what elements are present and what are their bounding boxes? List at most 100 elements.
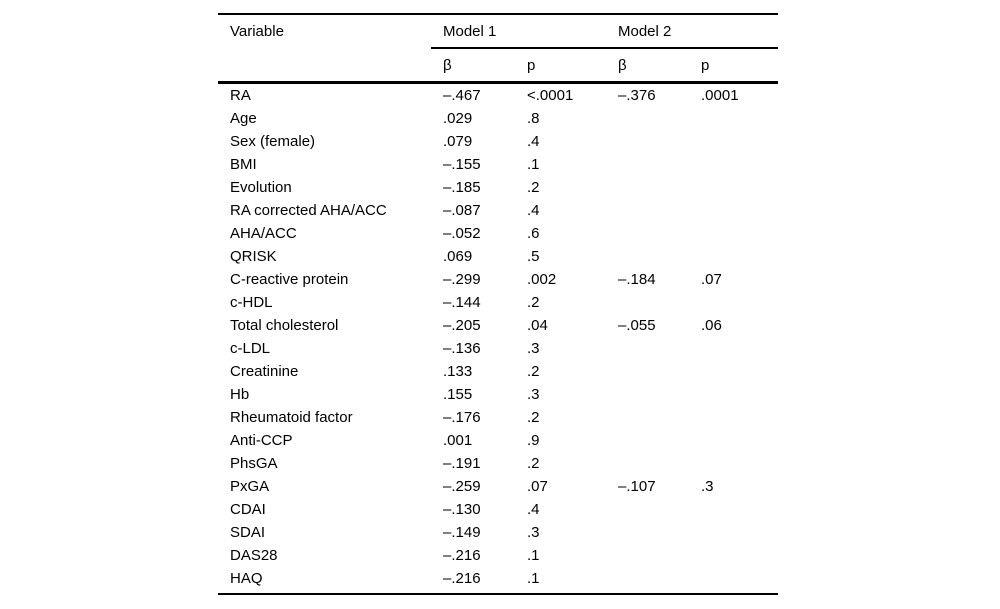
- cell-variable: C-reactive protein: [230, 271, 349, 288]
- cell-model2-beta: [606, 130, 689, 153]
- cell-model2-p: [689, 406, 778, 429]
- cell-model2-beta: [606, 567, 689, 590]
- cell-model2-beta: [606, 337, 689, 360]
- table-row: Rheumatoid factor –.176 .2: [218, 406, 778, 429]
- cell-model2-beta: –.376: [618, 87, 656, 104]
- cell-model2-beta: [606, 452, 689, 475]
- regression-table-container: Variable Model 1 Model 2 β p β p RA –.46…: [218, 13, 778, 595]
- table-row: RA –.467 <.0001 –.376 .0001: [218, 83, 778, 108]
- cell-model2-p: [689, 429, 778, 452]
- cell-model1-p: .3: [527, 524, 540, 541]
- cell-model2-beta: –.107: [618, 478, 656, 495]
- cell-model2-p: [689, 521, 778, 544]
- cell-variable: Age: [230, 110, 257, 127]
- cell-model2-p: [689, 222, 778, 245]
- cell-model2-beta: [606, 429, 689, 452]
- column-header-model1-p: p: [515, 48, 606, 84]
- table-row: DAS28 –.216 .1: [218, 544, 778, 567]
- cell-model2-beta: [606, 245, 689, 268]
- cell-model1-beta: .001: [443, 432, 473, 449]
- cell-model1-p: .2: [527, 294, 540, 311]
- cell-variable: Evolution: [230, 179, 292, 196]
- regression-table: Variable Model 1 Model 2 β p β p RA –.46…: [218, 15, 778, 590]
- cell-model1-beta: –.136: [443, 340, 481, 357]
- table-row: Sex (female) .079 .4: [218, 130, 778, 153]
- cell-model1-p: .002: [527, 271, 557, 288]
- cell-model1-beta: –.149: [443, 524, 481, 541]
- cell-model2-p: [689, 291, 778, 314]
- cell-model1-beta: –.216: [443, 547, 481, 564]
- table-body: RA –.467 <.0001 –.376 .0001 Age .029 .8 …: [218, 83, 778, 591]
- cell-variable: DAS28: [230, 547, 278, 564]
- cell-variable: PxGA: [230, 478, 270, 495]
- cell-model2-p: .3: [701, 478, 714, 495]
- cell-model1-beta: –.467: [443, 87, 481, 104]
- cell-model1-p: .2: [527, 179, 540, 196]
- cell-model1-p: .04: [527, 317, 548, 334]
- cell-model1-p: .4: [527, 202, 540, 219]
- cell-model1-p: .2: [527, 455, 540, 472]
- cell-variable: QRISK: [230, 248, 277, 265]
- table-row: QRISK .069 .5: [218, 245, 778, 268]
- column-header-blank: [218, 48, 431, 84]
- cell-model2-p: [689, 452, 778, 475]
- cell-variable: Sex (female): [230, 133, 316, 150]
- cell-model2-p: [689, 498, 778, 521]
- table-row: CDAI –.130 .4: [218, 498, 778, 521]
- cell-model1-p: .3: [527, 386, 540, 403]
- cell-model1-beta: .133: [443, 363, 473, 380]
- table-row: Evolution –.185 .2: [218, 176, 778, 199]
- cell-model2-beta: [606, 521, 689, 544]
- table-row: c-HDL –.144 .2: [218, 291, 778, 314]
- cell-model2-beta: [606, 544, 689, 567]
- column-header-model2: Model 2: [606, 15, 778, 49]
- cell-model1-p: .8: [527, 110, 540, 127]
- cell-variable: Total cholesterol: [230, 317, 339, 334]
- cell-model1-p: .4: [527, 133, 540, 150]
- cell-model2-p: [689, 245, 778, 268]
- cell-model1-p: .4: [527, 501, 540, 518]
- cell-model1-p: .5: [527, 248, 540, 265]
- table-row: c-LDL –.136 .3: [218, 337, 778, 360]
- cell-model1-p: .3: [527, 340, 540, 357]
- cell-model2-p: [689, 153, 778, 176]
- cell-model2-beta: [606, 383, 689, 406]
- cell-variable: Anti-CCP: [230, 432, 293, 449]
- cell-model1-beta: –.205: [443, 317, 481, 334]
- column-header-model1: Model 1: [431, 15, 606, 49]
- column-header-model1-beta: β: [431, 48, 515, 84]
- cell-model1-beta: –.299: [443, 271, 481, 288]
- cell-model1-beta: –.087: [443, 202, 481, 219]
- cell-model1-p: .07: [527, 478, 548, 495]
- cell-model1-beta: –.185: [443, 179, 481, 196]
- cell-model2-beta: [606, 291, 689, 314]
- cell-model1-beta: –.130: [443, 501, 481, 518]
- cell-variable: PhsGA: [230, 455, 278, 472]
- cell-model2-beta: –.184: [618, 271, 656, 288]
- cell-model1-beta: –.155: [443, 156, 481, 173]
- cell-model2-p: [689, 337, 778, 360]
- table-row: PhsGA –.191 .2: [218, 452, 778, 475]
- cell-model2-p: [689, 544, 778, 567]
- cell-model1-p: <.0001: [527, 87, 574, 104]
- cell-variable: RA corrected AHA/ACC: [230, 202, 387, 219]
- cell-model1-beta: –.191: [443, 455, 481, 472]
- cell-model2-p: .07: [701, 271, 722, 288]
- cell-model1-p: .2: [527, 409, 540, 426]
- table-row: Hb .155 .3: [218, 383, 778, 406]
- table-header: Variable Model 1 Model 2 β p β p: [218, 15, 778, 84]
- cell-model2-beta: [606, 153, 689, 176]
- cell-model1-beta: –.052: [443, 225, 481, 242]
- cell-model1-p: .1: [527, 156, 540, 173]
- cell-model2-p: [689, 567, 778, 590]
- cell-model1-beta: –.216: [443, 570, 481, 587]
- table-row: RA corrected AHA/ACC –.087 .4: [218, 199, 778, 222]
- table-row: SDAI –.149 .3: [218, 521, 778, 544]
- cell-model1-p: .9: [527, 432, 540, 449]
- cell-model2-p: .0001: [701, 87, 739, 104]
- cell-model2-beta: [606, 498, 689, 521]
- cell-model2-beta: [606, 360, 689, 383]
- table-row: Anti-CCP .001 .9: [218, 429, 778, 452]
- cell-model2-beta: [606, 406, 689, 429]
- cell-variable: CDAI: [230, 501, 266, 518]
